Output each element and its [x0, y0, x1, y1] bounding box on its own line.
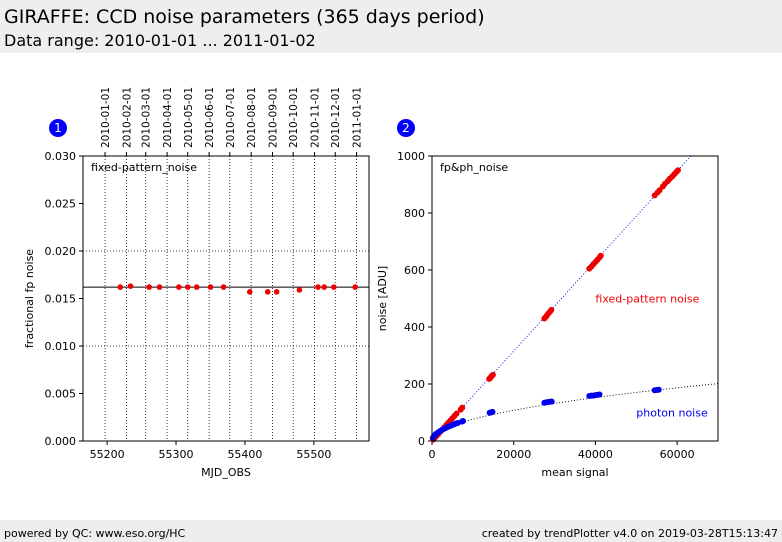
data-point — [220, 284, 227, 290]
data-point — [207, 284, 214, 290]
data-point — [296, 287, 303, 293]
top-date-label: 2010-10-01 — [288, 87, 300, 148]
data-point — [352, 284, 359, 290]
data-point — [193, 284, 200, 290]
panel-1-label: fixed-pattern_noise — [91, 161, 197, 174]
x-tick-label: 20000 — [496, 448, 531, 461]
footer-created-by: created by trendPlotter v4.0 on 2019-03-… — [481, 527, 778, 540]
data-point — [489, 371, 496, 378]
y-tick-label: 0.010 — [45, 340, 77, 353]
y-tick-label: 0.020 — [45, 245, 77, 258]
panel-2-label: fp&ph_noise — [440, 161, 508, 174]
footer-bar: powered by QC: www.eso.org/HC created by… — [0, 520, 782, 542]
y-tick-label: 200 — [404, 378, 425, 391]
y-tick-label: 800 — [404, 207, 425, 220]
top-date-label: 2010-11-01 — [310, 87, 322, 148]
header-bar: GIRAFFE: CCD noise parameters (365 days … — [0, 0, 782, 53]
top-date-label: 2010-07-01 — [225, 87, 237, 148]
y-tick-label: 0.015 — [45, 293, 77, 306]
data-point — [597, 252, 604, 259]
x-tick-label: 40000 — [578, 448, 613, 461]
data-point — [264, 289, 271, 295]
data-point — [459, 404, 466, 411]
data-point — [156, 284, 163, 290]
data-point — [331, 284, 337, 290]
panel-2-badge-number: 2 — [402, 121, 410, 135]
panel-2-badge — [397, 119, 415, 137]
x-tick-label: 55200 — [90, 448, 125, 461]
photon-fit-curve — [432, 383, 718, 441]
y-tick-label: 0.030 — [45, 150, 77, 163]
top-date-label: 2010-08-01 — [246, 87, 258, 148]
top-date-label: 2010-01-01 — [100, 87, 112, 148]
data-point — [596, 391, 603, 398]
panel-1-frame — [82, 155, 370, 442]
footer-powered-by: powered by QC: www.eso.org/HC — [4, 527, 186, 540]
x-axis-label: mean signal — [541, 466, 608, 479]
panel-2-frame — [431, 155, 719, 442]
page-title: GIRAFFE: CCD noise parameters (365 days … — [4, 6, 485, 28]
y-tick-label: 0.005 — [45, 388, 77, 401]
x-tick-label: 55300 — [159, 448, 194, 461]
data-point — [117, 284, 124, 290]
panel-1-badge — [49, 119, 67, 137]
top-date-label: 2010-09-01 — [268, 87, 280, 148]
data-point — [453, 410, 460, 417]
plots-area: 1 2010-01-01 2010-02-01 2010-03-01 2010-04-0… — [23, 87, 719, 479]
data-point — [548, 398, 555, 405]
date-range-subtitle: Data range: 2010-01-01 ... 2011-01-02 — [4, 31, 316, 50]
top-date-label: 2010-04-01 — [162, 87, 174, 148]
data-point — [246, 289, 253, 295]
y-tick-label: 600 — [404, 264, 425, 277]
data-point — [273, 289, 280, 295]
data-point — [460, 418, 467, 425]
top-date-label: 2010-05-01 — [183, 87, 195, 148]
y-tick-label: 400 — [404, 321, 425, 334]
y-tick-label: 1000 — [397, 150, 425, 163]
data-point — [674, 167, 681, 174]
data-point — [175, 284, 182, 290]
top-date-label: 2010-02-01 — [121, 87, 133, 148]
x-tick-label: 55500 — [296, 448, 331, 461]
x-tick-label: 0 — [429, 448, 436, 461]
x-tick-label: 55400 — [227, 448, 262, 461]
y-axis-label: fractional fp noise — [23, 249, 36, 348]
y-tick-label: 0.000 — [45, 435, 77, 448]
data-point — [548, 306, 555, 313]
panel-1-badge-number: 1 — [54, 121, 62, 135]
data-point — [489, 408, 496, 415]
x-tick-label: 60000 — [660, 448, 695, 461]
y-tick-label: 0 — [418, 435, 425, 448]
y-tick-label: 0.025 — [45, 198, 77, 211]
x-axis-label: MJD_OBS — [201, 466, 251, 479]
top-date-label: 2010-12-01 — [330, 87, 342, 148]
data-point — [146, 284, 152, 290]
data-point — [127, 283, 134, 289]
data-point — [315, 284, 321, 290]
fixed-pattern-noise-label: fixed-pattern noise — [595, 293, 699, 306]
photon-noise-label: photon noise — [636, 407, 708, 420]
data-point — [321, 284, 328, 290]
y-axis-label: noise [ADU] — [376, 266, 389, 331]
top-date-label: 2011-01-01 — [352, 87, 364, 148]
data-point — [184, 284, 191, 290]
data-point — [655, 386, 662, 393]
top-date-label: 2010-03-01 — [141, 87, 153, 148]
top-date-label: 2010-06-01 — [204, 87, 216, 148]
